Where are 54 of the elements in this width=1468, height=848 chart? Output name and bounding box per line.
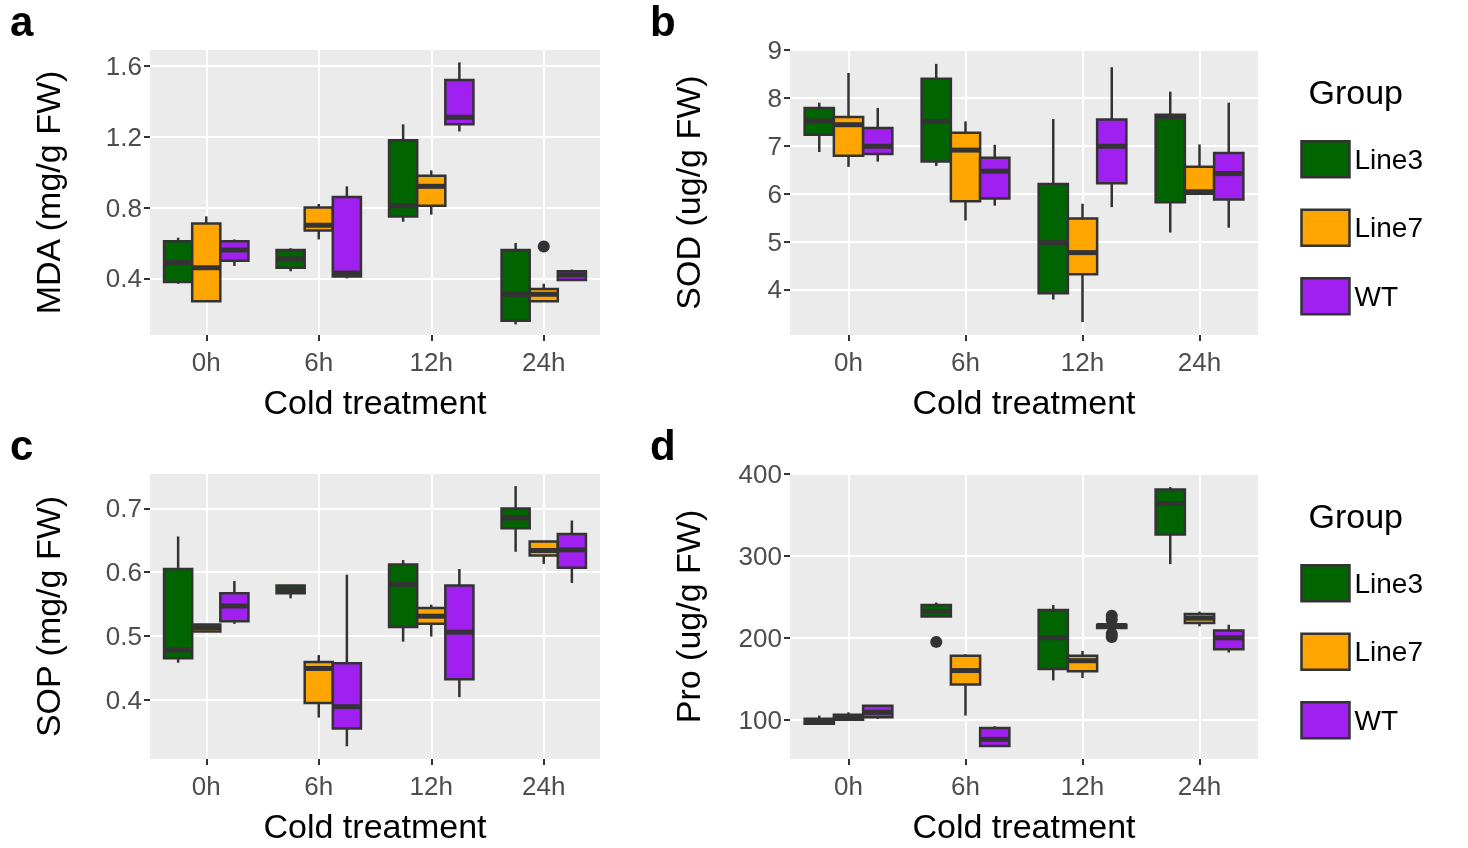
x-tick-label: 0h [834,347,863,377]
x-tick-label: 6h [304,347,334,377]
x-axis-title: Cold treatment [912,807,1137,845]
y-tick-label: 5 [767,226,782,257]
legend-title: Group [1308,497,1403,535]
legend-label: Line3 [1354,143,1424,175]
y-tick-label: 9 [767,35,782,65]
legend-title: Group [1308,73,1403,111]
x-tick-label: 12h [1060,347,1105,377]
y-tick-label: 0.5 [105,620,142,651]
legend-label: Line7 [1354,636,1424,668]
x-tick-label: 12h [1060,771,1105,801]
legend-label: WT [1354,280,1399,312]
y-tick-label: 7 [767,130,782,161]
legend-label: Line3 [1354,567,1424,599]
y-axis-title: MDA (mg/g FW) [29,70,67,315]
y-tick-label: 6 [767,178,782,209]
y-tick-label: 8 [767,82,782,113]
text: c [10,421,34,469]
y-axis-title: Pro (ug/g FW) [669,509,707,724]
x-tick-label: 0h [834,771,863,801]
y-tick-label: 0.7 [105,493,142,524]
x-tick-label: 6h [951,347,980,377]
text: a [10,0,34,45]
y-tick-label: 1.6 [105,50,142,81]
y-axis-title: SOP (mg/g FW) [29,495,67,738]
text: b [650,0,676,45]
x-axis-title: Cold treatment [263,383,488,421]
y-tick-label: 0.6 [105,557,142,588]
legend-label: WT [1354,704,1399,736]
x-tick-label: 6h [304,771,334,801]
x-tick-label: 24h [522,347,566,377]
y-tick-label: 200 [738,622,782,653]
y-tick-label: 300 [738,540,782,571]
x-axis-title: Cold treatment [263,807,488,845]
x-tick-label: 24h [522,771,566,801]
y-tick-label: 400 [738,459,782,489]
text: d [650,421,676,469]
x-tick-label: 24h [1177,771,1222,801]
x-axis-title: Cold treatment [912,383,1137,421]
y-tick-label: 4 [767,274,782,305]
y-tick-label: 100 [738,704,782,735]
legend-label: Line7 [1354,212,1424,244]
y-axis-title: SOD (ug/g FW) [669,75,707,310]
x-tick-label: 12h [409,347,453,377]
y-tick-label: 1.2 [105,121,142,152]
x-tick-label: 6h [951,771,980,801]
x-tick-label: 24h [1177,347,1222,377]
x-tick-label: 0h [191,771,221,801]
x-tick-label: 0h [191,347,221,377]
y-tick-label: 0.4 [105,263,142,294]
x-tick-label: 12h [409,771,453,801]
y-tick-label: 0.8 [105,192,142,223]
y-tick-label: 0.4 [105,684,142,715]
